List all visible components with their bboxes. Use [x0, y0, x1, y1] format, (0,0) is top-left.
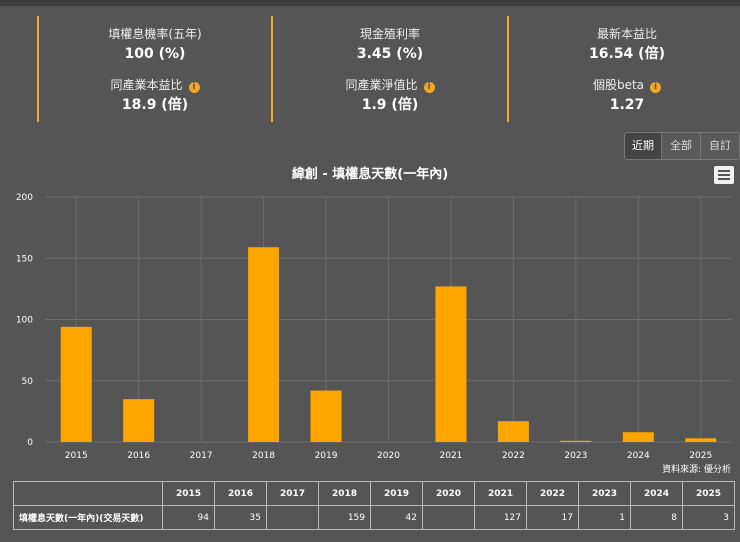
table-cell	[422, 505, 475, 530]
stat-label: 同產業本益比 i	[39, 76, 271, 94]
stat-label: 最新本益比	[596, 27, 657, 41]
info-icon[interactable]: i	[650, 82, 662, 93]
y-tick-label: 50	[22, 377, 34, 387]
bar	[622, 432, 654, 442]
y-tick-label: 150	[16, 254, 33, 264]
stat-latest-pe: 最新本益比 16.54 (倍)	[509, 25, 740, 65]
table-cell: 17	[526, 505, 579, 530]
stats-panel: 填權息機率(五年) 100 (%) 同產業本益比 i 18.9 (倍) 現金殖利率…	[37, 16, 740, 124]
data-source-note: 資料來源: 優分析	[662, 465, 731, 475]
bar	[310, 390, 342, 442]
stat-label: 現金殖利率	[359, 27, 420, 41]
bar	[60, 326, 92, 442]
info-icon[interactable]: i	[423, 82, 435, 93]
table-cell	[266, 505, 319, 530]
x-tick-label: 2023	[564, 451, 587, 460]
bar	[435, 286, 467, 442]
x-tick-label: 2022	[502, 451, 525, 460]
bar	[560, 440, 592, 442]
stat-label: 同產業淨值比 i	[273, 76, 507, 94]
range-selector: 近期 全部 自訂	[624, 132, 740, 160]
bar	[123, 399, 155, 442]
table-cell: 3	[682, 505, 735, 530]
table-year-header: 2022	[526, 481, 579, 506]
range-all-button[interactable]: 全部	[661, 133, 700, 159]
table-year-header: 2015	[162, 481, 215, 506]
bar	[497, 421, 529, 442]
table-cell: 159	[318, 505, 371, 530]
stat-cash-yield: 現金殖利率 3.45 (%)	[273, 25, 507, 65]
x-tick-label: 2021	[440, 451, 463, 460]
y-tick-label: 100	[16, 316, 33, 326]
stat-industry-pb: 同產業淨值比 i 1.9 (倍)	[273, 76, 507, 116]
table-year-header: 2023	[578, 481, 631, 506]
table-cell: 127	[474, 505, 527, 530]
stat-industry-pe: 同產業本益比 i 18.9 (倍)	[39, 76, 271, 116]
table-cell: 94	[162, 505, 215, 530]
table-year-header: 2018	[318, 481, 371, 506]
stats-column-1: 填權息機率(五年) 100 (%) 同產業本益比 i 18.9 (倍)	[37, 16, 273, 122]
stat-value: 1.9 (倍)	[361, 97, 419, 113]
table-year-header: 2019	[370, 481, 423, 506]
table-cell: 1	[578, 505, 631, 530]
table-year-header: 2024	[630, 481, 683, 506]
table-row: 填權息天數(一年內)(交易天數) 94 35 159 42 127 17 1 8 3	[13, 505, 735, 530]
stat-label: 填權息機率(五年)	[108, 27, 202, 41]
chart-title: 緯創 - 填權息天數(一年內)	[291, 167, 449, 182]
table-year-header: 2020	[422, 481, 475, 506]
table-year-header: 2016	[214, 481, 267, 506]
table-year-header: 2025	[682, 481, 735, 506]
x-tick-label: 2020	[377, 451, 400, 460]
bar-chart: 0 50 100 150 200 2015 2016 2017 2018 2019 2020 2021…	[16, 193, 732, 460]
stats-column-3: 最新本益比 16.54 (倍) 個股beta i 1.27	[509, 16, 740, 122]
x-tick-label: 2025	[689, 451, 712, 460]
stat-value: 18.9 (倍)	[121, 97, 189, 113]
info-icon[interactable]: i	[188, 82, 200, 93]
y-tick-label: 0	[27, 438, 33, 448]
x-tick-label: 2024	[627, 451, 650, 460]
table-year-header: 2017	[266, 481, 319, 506]
data-table: 2015 2016 2017 2018 2019 2020 2021 2022 2023 2024…	[13, 481, 735, 530]
x-tick-label: 2019	[315, 451, 338, 460]
x-tick-label: 2015	[65, 451, 88, 460]
range-custom-button[interactable]: 自訂	[700, 133, 739, 159]
table-row-header: 填權息天數(一年內)(交易天數)	[13, 505, 163, 530]
x-tick-label: 2018	[252, 451, 275, 460]
bar	[248, 247, 280, 442]
x-tick-label: 2016	[127, 451, 150, 460]
top-bar	[0, 0, 740, 6]
stats-column-2: 現金殖利率 3.45 (%) 同產業淨值比 i 1.9 (倍)	[273, 16, 509, 122]
stat-label: 個股beta i	[509, 76, 740, 94]
bar	[685, 438, 717, 442]
stat-exright-probability: 填權息機率(五年) 100 (%)	[39, 25, 271, 65]
stat-value: 3.45 (%)	[356, 46, 424, 62]
table-cell: 35	[214, 505, 267, 530]
table-corner-cell	[13, 481, 163, 506]
x-tick-label: 2017	[190, 451, 213, 460]
table-year-header: 2021	[474, 481, 527, 506]
table-cell: 42	[370, 505, 423, 530]
hamburger-menu-icon[interactable]	[714, 166, 734, 184]
y-tick-label: 200	[16, 193, 33, 203]
table-cell: 8	[630, 505, 683, 530]
stat-value: 1.27	[609, 97, 645, 113]
range-recent-button[interactable]: 近期	[625, 133, 661, 159]
table-header-row: 2015 2016 2017 2018 2019 2020 2021 2022 2023 2024…	[13, 481, 735, 506]
stat-beta: 個股beta i 1.27	[509, 76, 740, 116]
stat-value: 16.54 (倍)	[589, 46, 665, 62]
stat-value: 100 (%)	[124, 46, 186, 62]
